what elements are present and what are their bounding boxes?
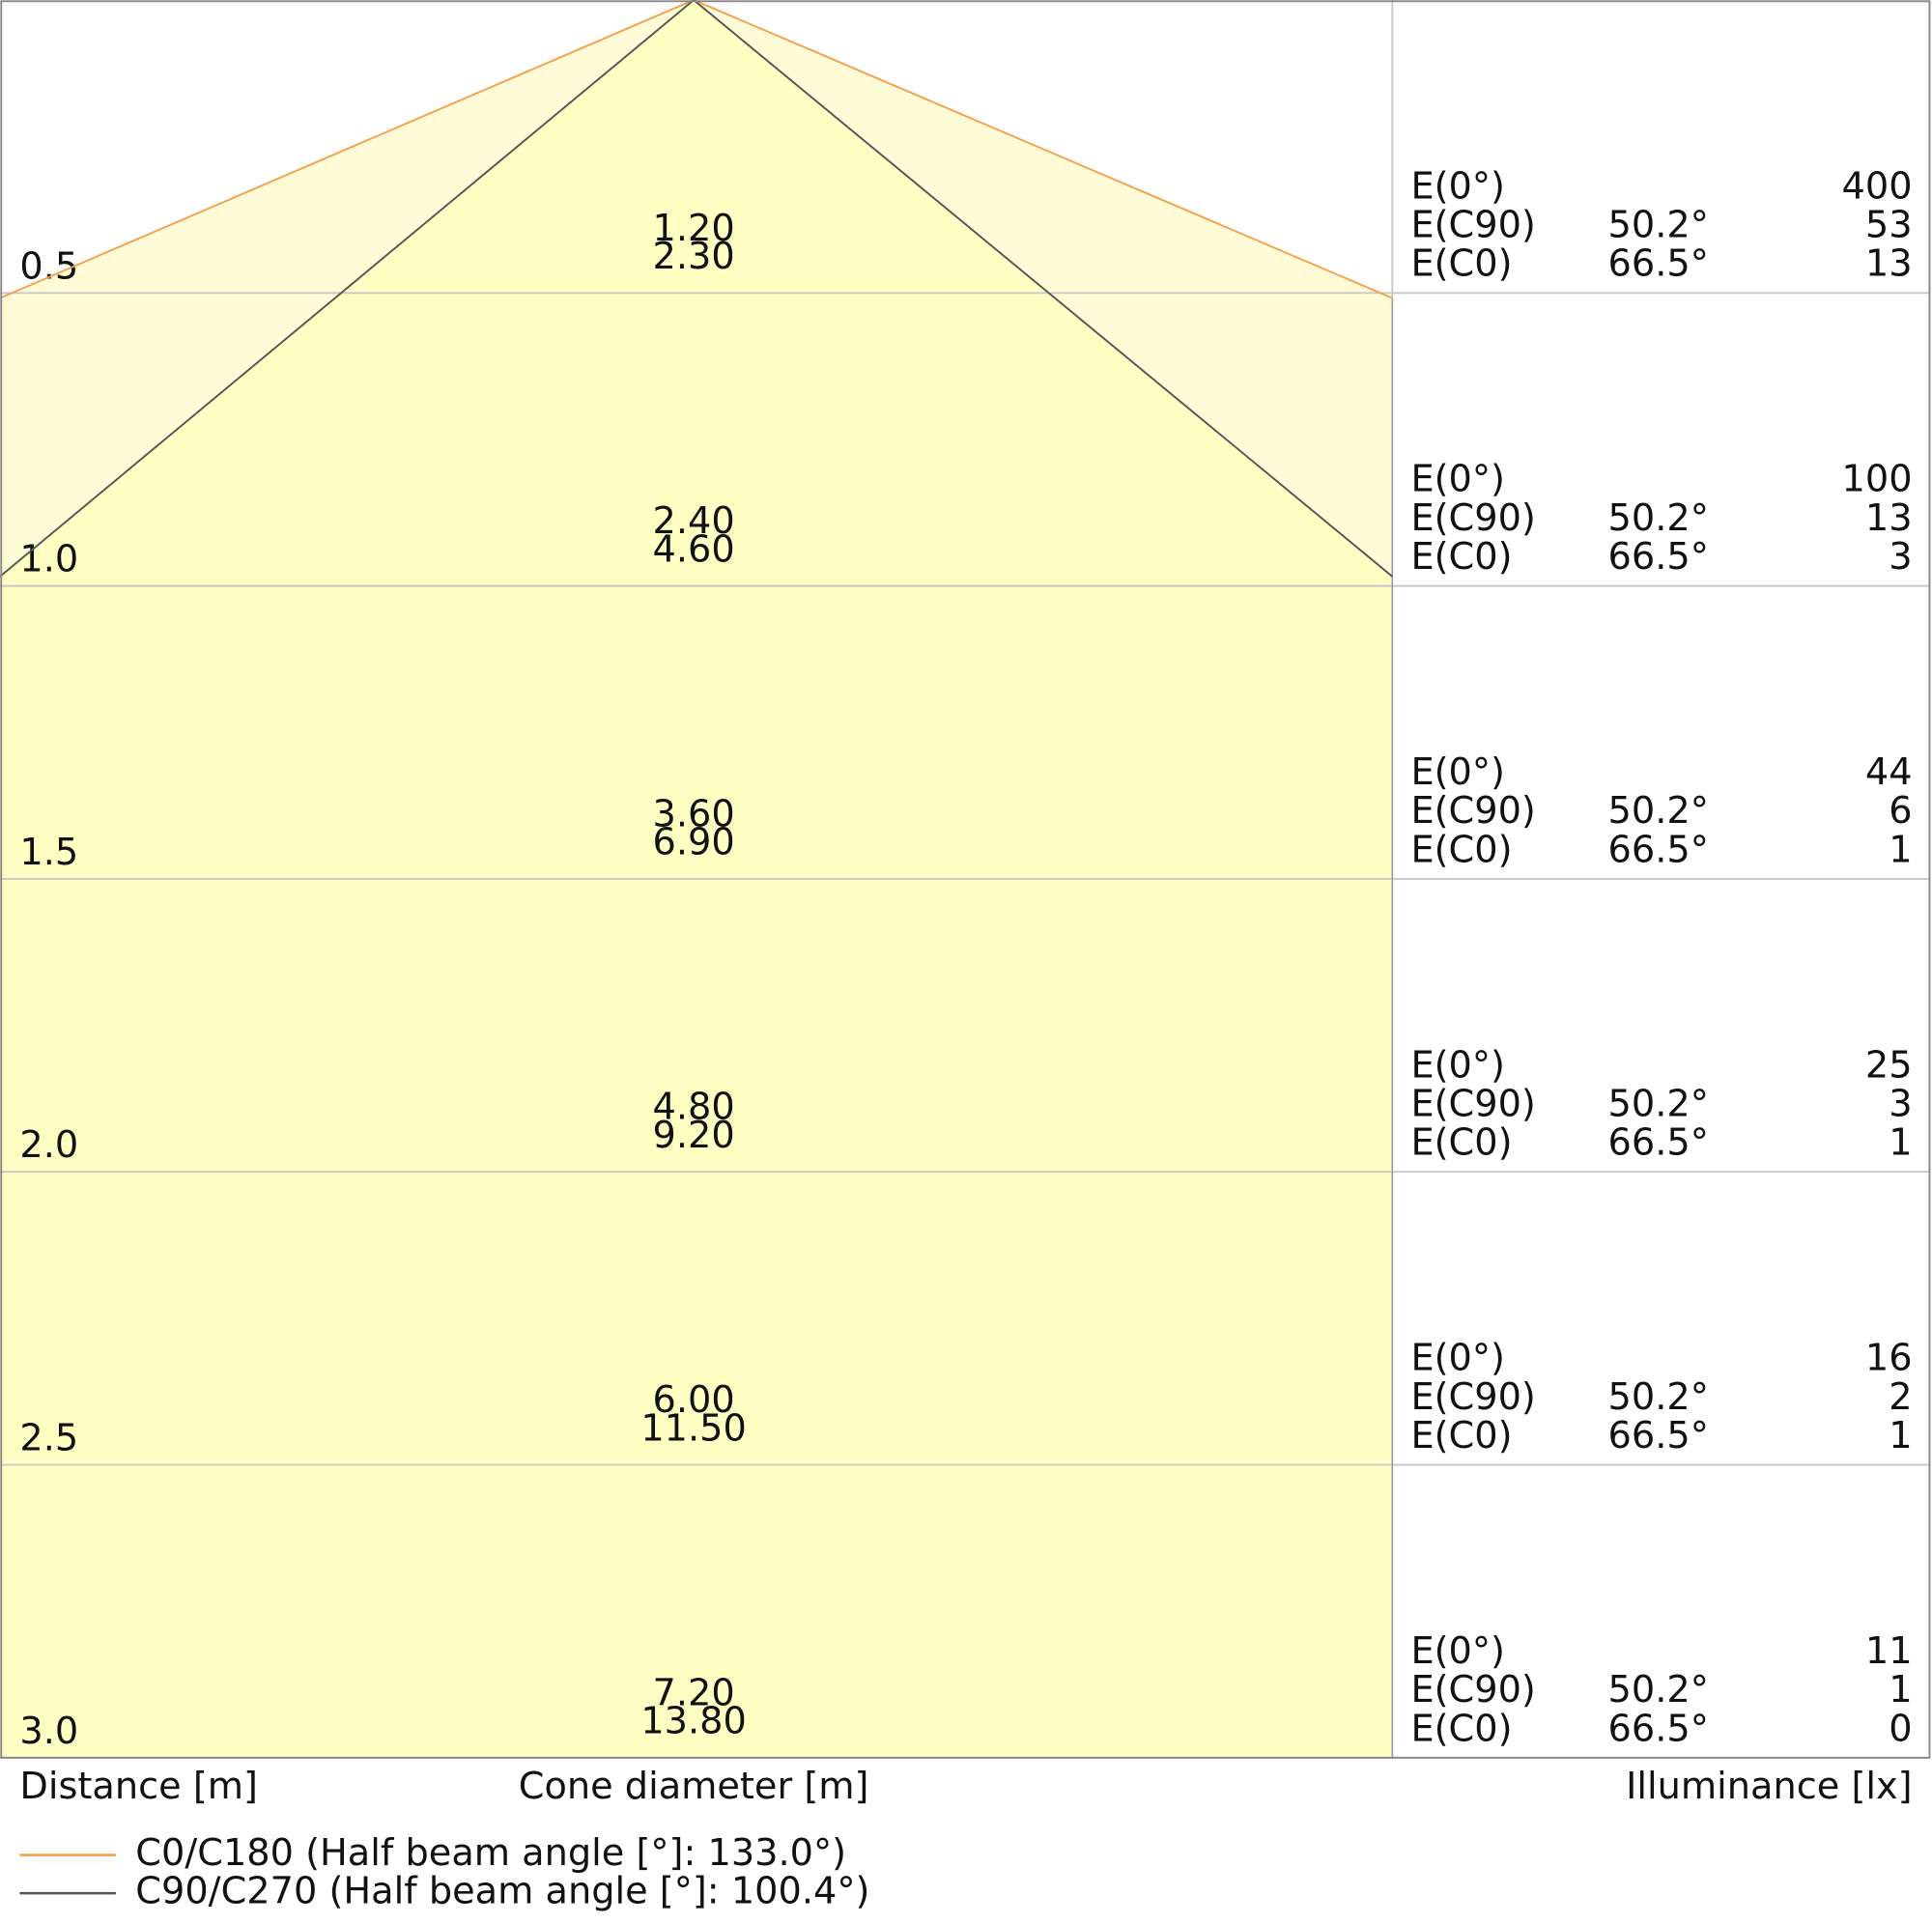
illuminance-value: 53 [1865, 204, 1913, 247]
distance-label: 3.0 [19, 1710, 78, 1753]
c90-beam [0, 0, 1393, 578]
cone-diameter: 4.80 [653, 1086, 735, 1129]
illuminance-label: E(C0) [1410, 242, 1512, 286]
axis-label: Cone diameter [m] [519, 1765, 869, 1808]
illuminance-angle: 50.2° [1608, 789, 1709, 833]
illuminance-label: E(C90) [1410, 1375, 1535, 1419]
illuminance-label: E(C90) [1410, 1668, 1535, 1712]
illuminance-label: E(C90) [1410, 496, 1535, 540]
cone-diameter: 3.60 [653, 792, 735, 835]
illuminance-label: E(C0) [1410, 535, 1512, 579]
illuminance-value: 16 [1865, 1337, 1913, 1380]
illuminance-angle: 66.5° [1608, 1414, 1709, 1457]
cone-diameter: 4.60 [653, 527, 735, 571]
illuminance-value: 3 [1889, 1082, 1912, 1125]
distance-label: 2.5 [19, 1417, 78, 1460]
illuminance-angle: 66.5° [1608, 242, 1709, 286]
illuminance-label: E(C0) [1410, 1707, 1512, 1750]
cone-diameter: 6.90 [653, 821, 735, 864]
illuminance-value: 100 [1842, 458, 1913, 501]
illuminance-angle: 66.5° [1608, 535, 1709, 579]
illuminance-value: 13 [1865, 496, 1913, 540]
cone-diameter: 11.50 [640, 1406, 747, 1450]
illuminance-label: E(0°) [1410, 164, 1504, 208]
illuminance-label: E(C90) [1410, 1082, 1535, 1125]
illuminance-label: E(0°) [1410, 458, 1504, 501]
illuminance-value: 25 [1865, 1043, 1913, 1087]
illuminance-label: E(0°) [1410, 1337, 1504, 1380]
illuminance-angle: 50.2° [1608, 1668, 1709, 1712]
illuminance-label: E(C90) [1410, 789, 1535, 833]
cone-diameter: 6.00 [653, 1378, 735, 1422]
illuminance-label: E(C0) [1410, 1121, 1512, 1165]
distance-label: 2.0 [19, 1123, 78, 1167]
legend-label: C0/C180 (Half beam angle [°]: 133.0°) [135, 1831, 846, 1875]
illuminance-value: 44 [1865, 750, 1913, 794]
illuminance-value: 1 [1889, 1121, 1912, 1165]
illuminance-angle: 66.5° [1608, 1121, 1709, 1165]
illuminance-angle: 66.5° [1608, 828, 1709, 871]
illuminance-label: E(0°) [1410, 1043, 1504, 1087]
axis-label: Illuminance [lx] [1626, 1765, 1912, 1808]
legend-label: C90/C270 (Half beam angle [°]: 100.4°) [135, 1870, 869, 1913]
cone-diameter: 1.20 [653, 207, 735, 250]
cone-diameter: 9.20 [653, 1114, 735, 1157]
illuminance-angle: 50.2° [1608, 204, 1709, 247]
illuminance-value: 13 [1865, 242, 1913, 286]
illuminance-label: E(C0) [1410, 1414, 1512, 1457]
distance-label: 1.0 [19, 538, 78, 581]
frame [0, 0, 1931, 1759]
axis-label: Distance [m] [19, 1765, 258, 1808]
distance-label: 1.5 [19, 831, 78, 874]
distance-label: 0.5 [19, 244, 78, 288]
cone-diameter: 7.20 [653, 1671, 735, 1714]
cone-diameter: 13.80 [640, 1700, 747, 1743]
illuminance-value: 1 [1889, 1414, 1912, 1457]
illuminance-value: 400 [1842, 164, 1913, 208]
illuminance-angle: 50.2° [1608, 1082, 1709, 1125]
illuminance-value: 11 [1865, 1629, 1913, 1673]
illuminance-label: E(0°) [1410, 750, 1504, 794]
illuminance-value: 3 [1889, 535, 1912, 579]
illuminance-value: 6 [1889, 789, 1912, 833]
illuminance-angle: 50.2° [1608, 1375, 1709, 1419]
illuminance-value: 2 [1889, 1375, 1912, 1419]
illuminance-label: E(C0) [1410, 828, 1512, 871]
illuminance-value: 1 [1889, 828, 1912, 871]
c0-beam [0, 0, 1393, 299]
illuminance-angle: 50.2° [1608, 496, 1709, 540]
illuminance-value: 0 [1889, 1707, 1912, 1750]
illuminance-angle: 66.5° [1608, 1707, 1709, 1750]
illuminance-value: 1 [1889, 1668, 1912, 1712]
illuminance-label: E(0°) [1410, 1629, 1504, 1673]
cone-diameter: 2.40 [653, 499, 735, 543]
cone-diameter: 2.30 [653, 235, 735, 278]
illuminance-label: E(C90) [1410, 204, 1535, 247]
